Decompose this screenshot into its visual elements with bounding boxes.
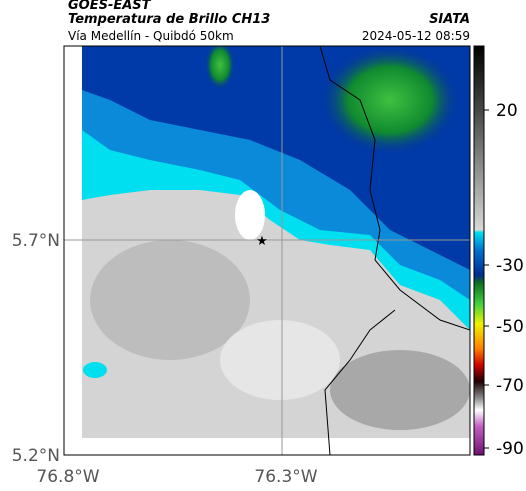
colorbar-label: -90 [496,439,524,459]
satellite-image [64,46,470,455]
colorbar-label: -30 [496,256,524,276]
lat-label: 5.2°N [12,446,60,466]
colorbar-label: -70 [496,376,524,396]
colorbar-ticks [484,109,489,449]
colorbar-label: -50 [496,317,524,337]
colorbar-label: 20 [496,101,518,121]
agency: SIATA [429,12,470,27]
product: Temperatura de Brillo CH13 [68,12,270,27]
satellite: GOES-EAST [68,0,152,13]
colorbar [473,45,485,456]
route: Vía Medellín - Quibdó 50km [68,29,234,43]
lat-label: 5.7°N [12,231,60,251]
lon-label: 76.8°W [36,467,99,487]
map-frame [63,45,471,456]
datetime: 2024-05-12 08:59 [362,29,470,43]
city-marker: ★ [256,234,268,249]
lon-label: 76.3°W [254,467,317,487]
